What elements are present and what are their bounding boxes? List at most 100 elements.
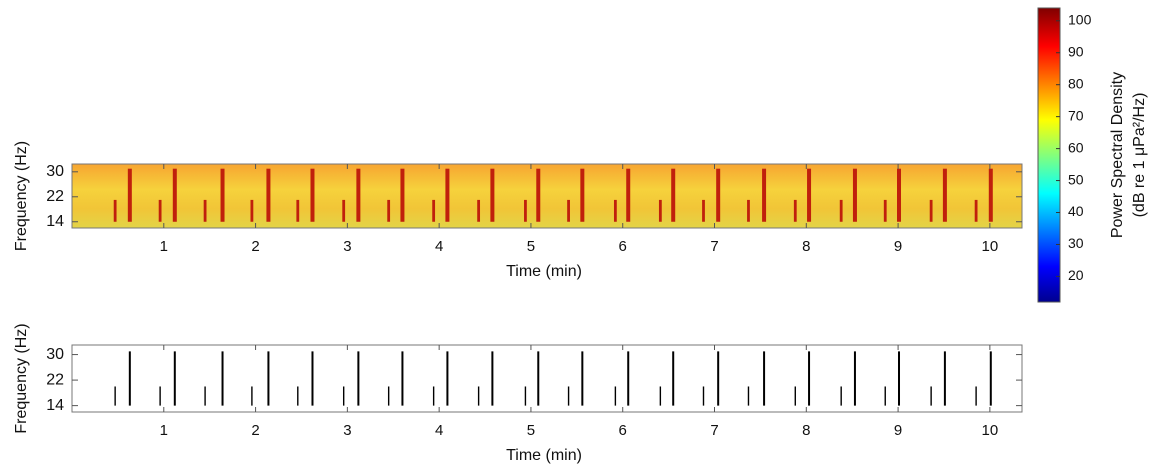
pulse bbox=[114, 386, 116, 406]
x-tick-label: 2 bbox=[251, 238, 259, 255]
pulse bbox=[580, 168, 585, 222]
x-tick-label: 8 bbox=[802, 422, 810, 439]
pulse bbox=[158, 199, 162, 222]
colorbar-tick-label: 20 bbox=[1068, 267, 1084, 283]
x-tick-label: 6 bbox=[619, 422, 627, 439]
pulse bbox=[267, 351, 270, 406]
x-tick-label: 4 bbox=[435, 422, 443, 439]
pulse bbox=[930, 386, 932, 406]
colorbar bbox=[1037, 7, 1061, 303]
y-axis-label: Frequency (Hz) bbox=[13, 323, 30, 433]
pulse bbox=[113, 199, 117, 222]
pulse bbox=[401, 351, 404, 406]
pulse bbox=[581, 351, 584, 406]
pulse bbox=[659, 386, 662, 406]
x-tick-label: 1 bbox=[160, 422, 168, 439]
pulse bbox=[159, 386, 161, 406]
pulse bbox=[898, 351, 901, 406]
pulse bbox=[793, 199, 797, 222]
pulse bbox=[446, 351, 449, 406]
pulse bbox=[524, 199, 527, 222]
y-tick-label: 30 bbox=[46, 163, 64, 180]
colorbar-tick-label: 30 bbox=[1068, 235, 1084, 251]
x-tick-label: 4 bbox=[435, 238, 443, 255]
pulse bbox=[250, 199, 254, 222]
pulse bbox=[717, 351, 720, 406]
pulse bbox=[614, 386, 617, 406]
pulse bbox=[762, 168, 767, 222]
pulse bbox=[671, 168, 676, 222]
pulse bbox=[897, 168, 902, 222]
pulse bbox=[852, 168, 857, 222]
plot-area bbox=[72, 345, 1022, 412]
pulse bbox=[491, 351, 494, 406]
x-tick-label: 9 bbox=[894, 422, 902, 439]
pulse bbox=[988, 168, 993, 222]
pulse bbox=[296, 199, 300, 222]
x-tick-label: 2 bbox=[251, 422, 259, 439]
y-tick-label: 14 bbox=[46, 213, 64, 230]
pulse bbox=[400, 168, 405, 222]
pulse bbox=[127, 168, 132, 222]
pulse bbox=[432, 199, 436, 222]
x-tick-label: 1 bbox=[160, 238, 168, 255]
pulse bbox=[297, 386, 299, 406]
y-tick-label: 22 bbox=[46, 188, 64, 205]
pulse bbox=[266, 168, 271, 222]
pulse bbox=[808, 351, 811, 406]
colorbar-tick-label: 100 bbox=[1068, 11, 1092, 27]
pulse bbox=[203, 199, 207, 222]
pulse bbox=[747, 199, 750, 222]
pulse bbox=[929, 199, 933, 222]
plot-frame bbox=[71, 344, 1023, 413]
x-tick-label: 5 bbox=[527, 422, 535, 439]
x-tick-label: 3 bbox=[343, 422, 351, 439]
pulse bbox=[524, 386, 527, 406]
pulse bbox=[613, 199, 617, 222]
pulse bbox=[716, 168, 721, 222]
x-tick-label: 9 bbox=[894, 238, 902, 255]
pulse bbox=[342, 199, 346, 222]
pulse bbox=[536, 168, 541, 222]
pulse bbox=[974, 199, 978, 222]
pulse bbox=[883, 199, 887, 222]
pulse bbox=[477, 199, 481, 222]
pulse bbox=[387, 386, 390, 406]
pulse bbox=[387, 199, 391, 222]
pulse bbox=[807, 168, 812, 222]
pulse bbox=[702, 386, 705, 406]
pulse bbox=[747, 386, 750, 406]
pulse bbox=[432, 386, 435, 406]
pulse bbox=[221, 351, 224, 406]
colorbar-tick-label: 90 bbox=[1068, 43, 1084, 59]
colorbar-tick-label: 50 bbox=[1068, 171, 1084, 187]
x-tick-label: 10 bbox=[982, 238, 999, 255]
pulse bbox=[172, 168, 177, 222]
pulse bbox=[884, 386, 886, 406]
colorbar-tick-label: 70 bbox=[1068, 107, 1084, 123]
x-axis-label: Time (min) bbox=[506, 447, 582, 464]
pulse bbox=[627, 351, 630, 406]
plot-frame bbox=[71, 163, 1023, 229]
pulse bbox=[310, 168, 315, 222]
x-tick-label: 6 bbox=[619, 238, 627, 255]
pulse bbox=[943, 351, 946, 406]
pulse bbox=[356, 168, 361, 222]
pulse bbox=[204, 386, 206, 406]
colorbar-label: Power Spectral Density bbox=[1109, 72, 1126, 238]
pulse bbox=[975, 386, 977, 406]
pulse bbox=[342, 386, 345, 406]
pulse bbox=[763, 351, 766, 406]
x-tick-label: 3 bbox=[343, 238, 351, 255]
pulse bbox=[626, 168, 631, 222]
colorbar-label: (dB re 1 μPa²/Hz) bbox=[1131, 93, 1148, 218]
x-tick-label: 10 bbox=[982, 422, 999, 439]
x-tick-label: 7 bbox=[710, 238, 718, 255]
pulse bbox=[537, 351, 540, 406]
pulse bbox=[567, 199, 570, 222]
pulse bbox=[477, 386, 480, 406]
pulse bbox=[658, 199, 662, 222]
